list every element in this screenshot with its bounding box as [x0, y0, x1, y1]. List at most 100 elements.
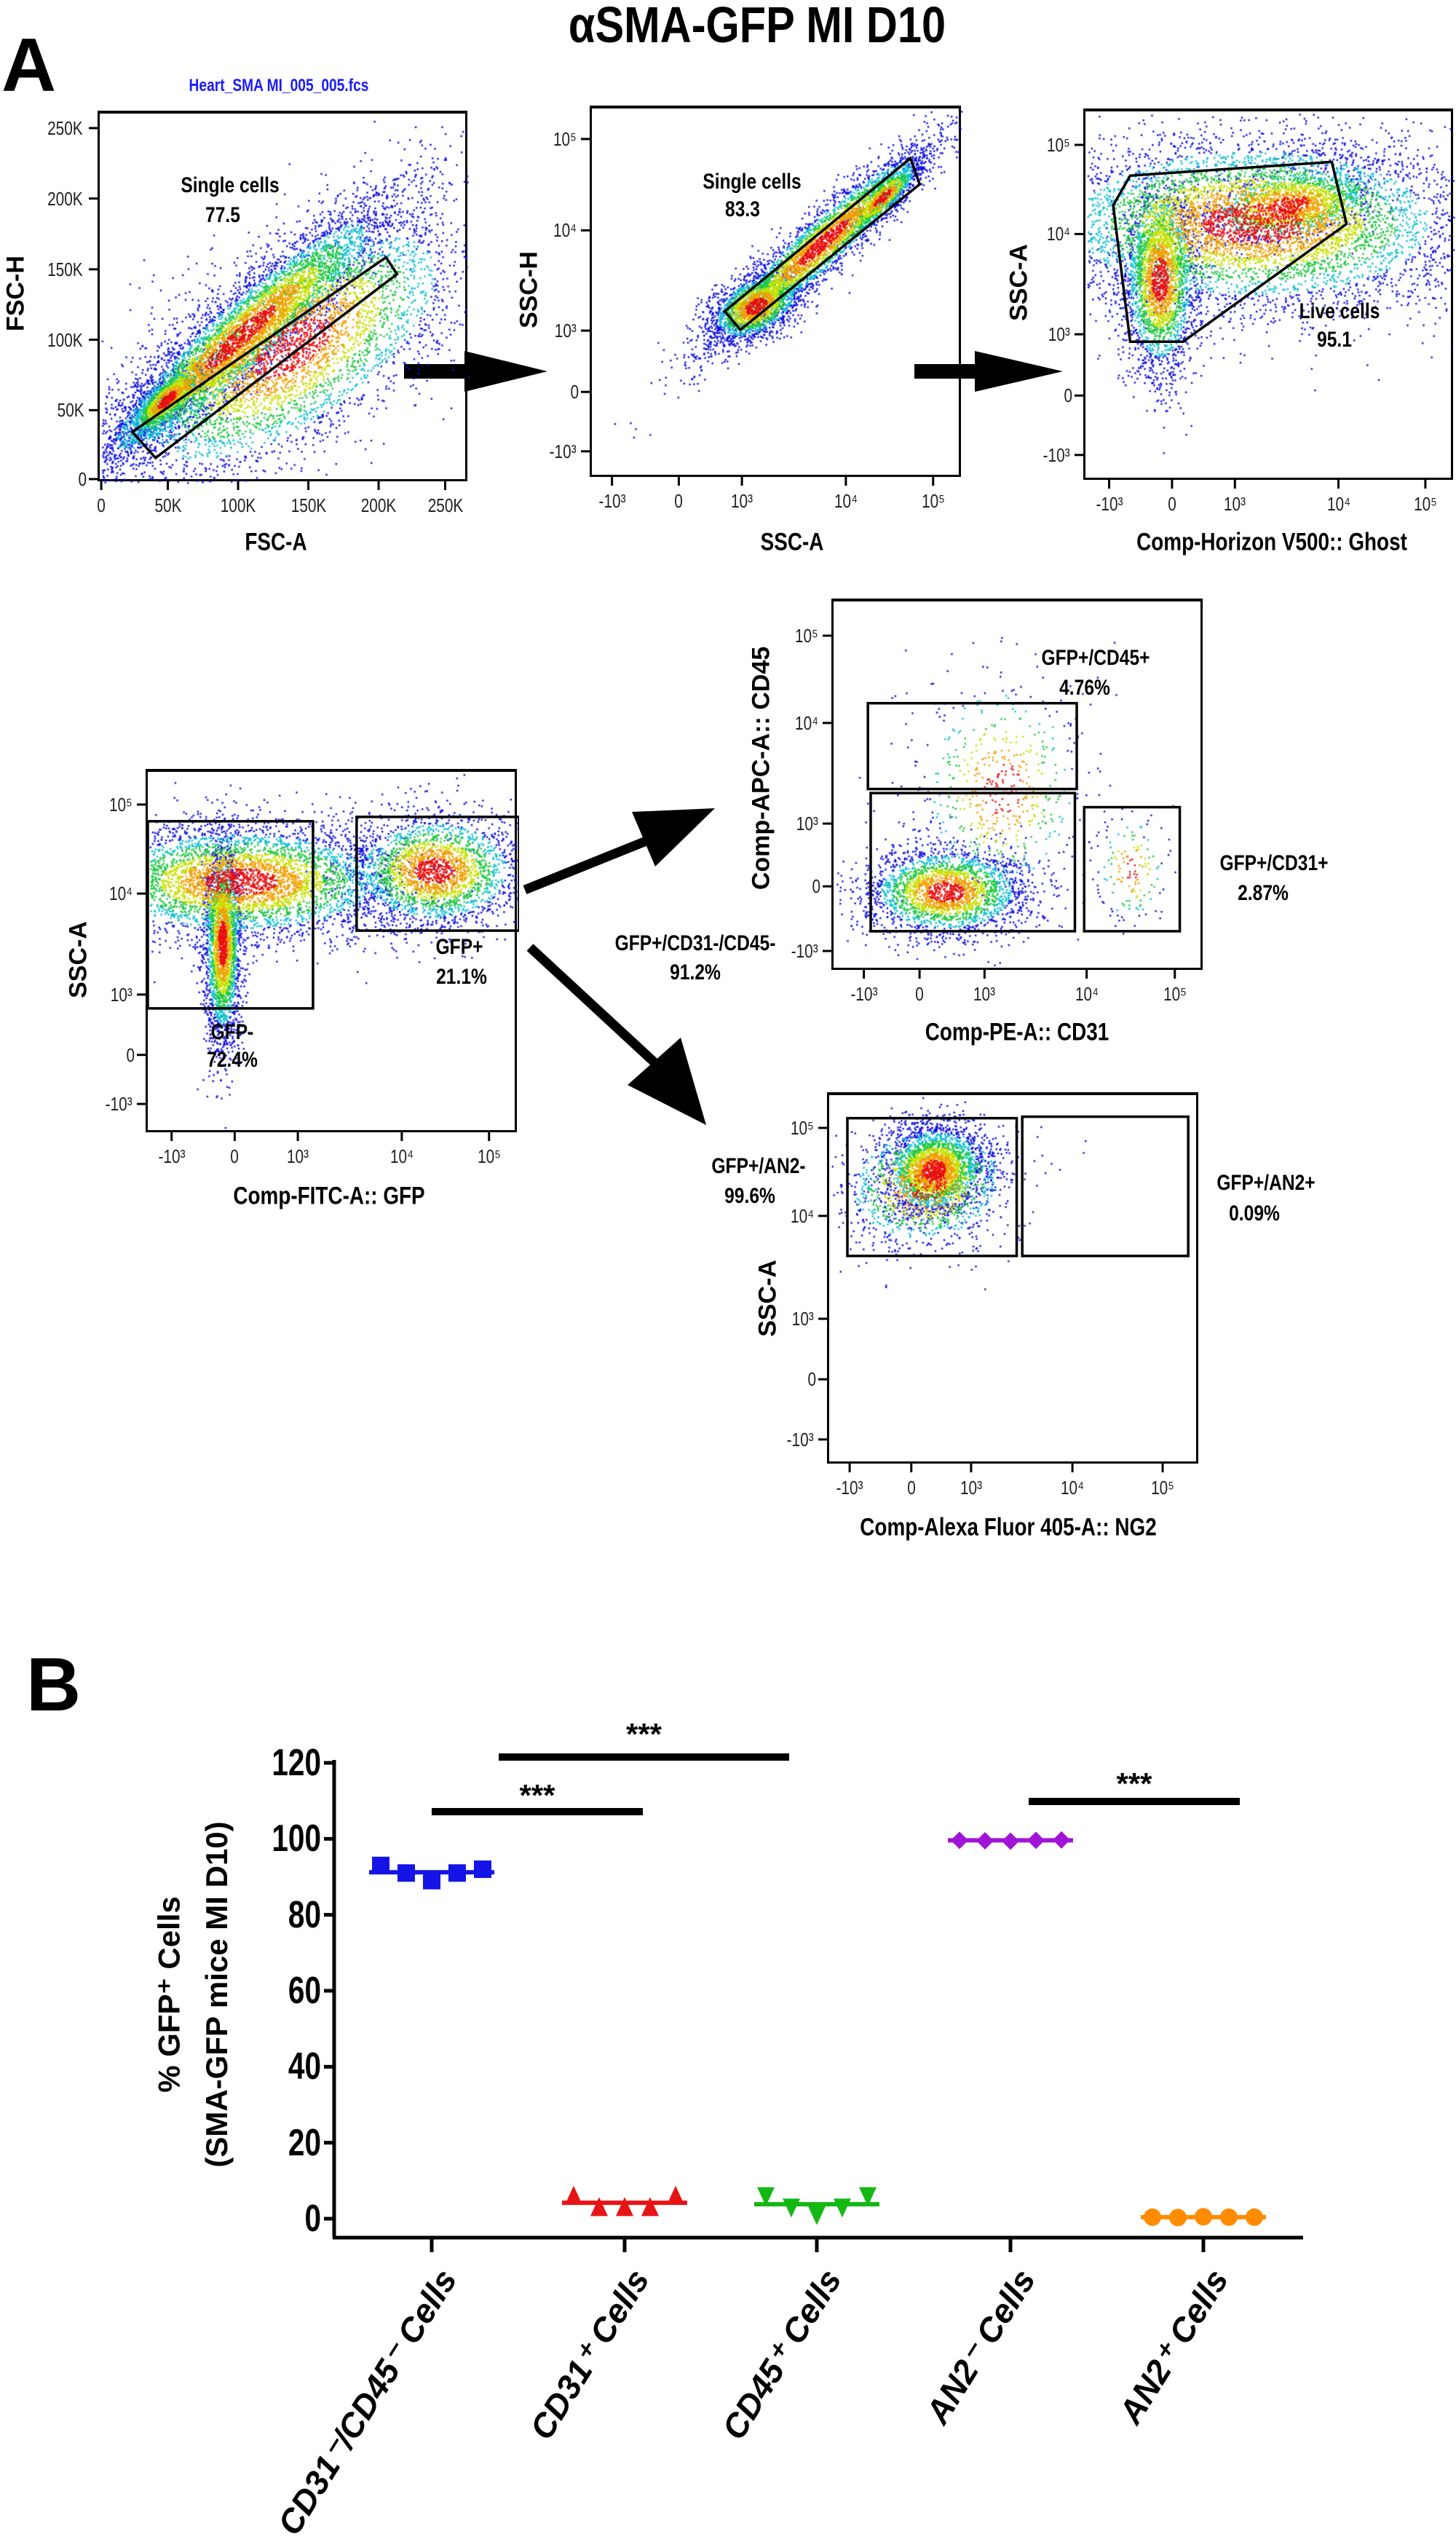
- x-tick-label: 10⁴: [1075, 983, 1099, 1005]
- gates-layer: [1112, 160, 1348, 343]
- gate-1[interactable]: [866, 701, 1078, 791]
- gate-name-label: GFP+/AN2-: [711, 1154, 806, 1178]
- x-tick-label: 10⁴: [1326, 493, 1350, 515]
- flow-plot-6: [827, 1092, 1200, 1467]
- gate-2[interactable]: [1021, 1115, 1190, 1258]
- gate-1[interactable]: [130, 256, 399, 460]
- x-tick-label: 0: [906, 1477, 916, 1499]
- y-tick-label: 10⁴: [108, 883, 132, 905]
- x-tick-label: 0: [97, 494, 106, 516]
- data-point-square: [448, 1864, 466, 1882]
- density-dots: [829, 1095, 1200, 1467]
- gates-layer: [723, 156, 922, 332]
- flow-plot-4: [146, 769, 519, 1135]
- y-tick-label: 10³: [792, 1308, 815, 1330]
- density-dots: [148, 772, 519, 1135]
- axis-ticks: [581, 138, 935, 486]
- gate-percent-label: 72.4%: [207, 1048, 258, 1072]
- y-tick-label: 10⁴: [790, 1204, 814, 1227]
- gate-name-label: GFP+: [435, 935, 483, 959]
- y-tick-label: 20: [288, 2121, 321, 2164]
- data-point-diamond: [976, 1831, 994, 1850]
- x-tick-label: 50K: [154, 494, 182, 516]
- y-tick-label: 0: [569, 381, 579, 403]
- x-tick-label: 10³: [960, 1477, 982, 1499]
- arrow-icon: [526, 944, 706, 1125]
- data-point-circle: [1195, 2208, 1212, 2226]
- y-tick-label: 60: [288, 1970, 321, 2012]
- x-axis-label: SSC-A: [760, 528, 824, 556]
- panel-b-label: B: [26, 1643, 82, 1727]
- x-tick-label: 150K: [290, 494, 326, 516]
- x-tick-label: 10⁴: [1061, 1477, 1085, 1499]
- y-tick-label: 10⁵: [109, 793, 133, 816]
- y-tick-label: 80: [288, 1893, 321, 1936]
- x-tick-label: 0: [674, 490, 684, 512]
- gate-percent-label: 83.3: [725, 197, 760, 221]
- flow-plot-1: [98, 111, 470, 484]
- gate-percent-label: 4.76%: [1059, 676, 1110, 700]
- x-tick-label: -10³: [850, 983, 878, 1005]
- gate-2[interactable]: [355, 816, 519, 932]
- y-tick-label: 10⁴: [1046, 223, 1070, 245]
- data-point-square: [397, 1864, 415, 1882]
- y-tick-label: 40: [288, 2045, 321, 2088]
- x-tick-label: 10⁵: [1151, 1477, 1174, 1499]
- data-point-diamond: [1027, 1831, 1045, 1850]
- panel-a-label: A: [1, 23, 57, 108]
- gate-1[interactable]: [148, 820, 314, 1010]
- x-axis-label: FSC-A: [245, 528, 307, 556]
- density-dots: [100, 114, 470, 484]
- y-tick-label: 10⁴: [794, 711, 818, 734]
- x-tick-label: 0: [230, 1145, 240, 1167]
- gate-percent-label: 77.5: [205, 203, 240, 227]
- y-tick-label: 50K: [57, 399, 84, 422]
- y-tick-label: -10³: [1042, 443, 1070, 466]
- y-tick-label: 0: [811, 875, 820, 898]
- data-point-triangle-up: [590, 2197, 608, 2217]
- gate-name-label: GFP+/CD45+: [1041, 646, 1150, 670]
- x-tick-label: 10⁴: [389, 1145, 414, 1167]
- y-tick-label: 150K: [47, 258, 83, 280]
- gate-percent-label: 99.6%: [724, 1184, 775, 1208]
- density-dots: [592, 108, 963, 480]
- gate-name-label: Live cells: [1299, 299, 1380, 323]
- y-tick-label: 10⁵: [795, 625, 819, 647]
- x-tick-label: -10³: [158, 1145, 186, 1167]
- gate-1[interactable]: [846, 1116, 1018, 1258]
- gate-1[interactable]: [723, 156, 922, 332]
- gate-1[interactable]: [1112, 160, 1348, 343]
- data-point-square: [474, 1860, 491, 1879]
- data-point-triangle-up: [641, 2197, 659, 2217]
- figure-title: αSMA-GFP MI D10: [568, 0, 946, 53]
- x-tick-label: 250K: [427, 494, 463, 516]
- gate-name-label: Single cells: [181, 173, 280, 197]
- data-point-circle: [1169, 2209, 1187, 2227]
- y-tick-label: 100: [272, 1817, 321, 1860]
- y-tick-label: 10³: [111, 983, 133, 1006]
- data-point-circle: [1220, 2208, 1238, 2226]
- y-tick-label: 100K: [47, 328, 83, 351]
- x-tick-label: 10⁵: [1414, 493, 1437, 515]
- x-axis-label: Comp-PE-A:: CD31: [925, 1018, 1109, 1046]
- data-point-triangle-up: [667, 2185, 684, 2205]
- x-tick-label: -10³: [836, 1477, 863, 1499]
- flow-plot-2: [590, 106, 963, 480]
- y-tick-label: -10³: [549, 440, 577, 462]
- gate-3[interactable]: [1083, 805, 1182, 933]
- data-point-square: [372, 1856, 389, 1874]
- axis-ticks: [1075, 143, 1427, 489]
- data-point-diamond: [1002, 1832, 1019, 1850]
- axis-ticks: [818, 1126, 1164, 1472]
- x-tick-label: 200K: [360, 494, 397, 516]
- significance-stars: ***: [519, 1778, 555, 1812]
- gate-2[interactable]: [869, 792, 1077, 933]
- data-point-square: [423, 1871, 440, 1890]
- gate-percent-label: 0.09%: [1229, 1201, 1280, 1225]
- x-tick-label: 10⁵: [1163, 983, 1187, 1005]
- data-point-triangle-down: [783, 2198, 800, 2218]
- y-tick-label: 120: [272, 1742, 321, 1784]
- gate-percent-label: 95.1: [1317, 328, 1352, 352]
- significance-stars: ***: [625, 1717, 662, 1751]
- y-axis-label: % GFP⁺ Cells: [151, 1896, 186, 2093]
